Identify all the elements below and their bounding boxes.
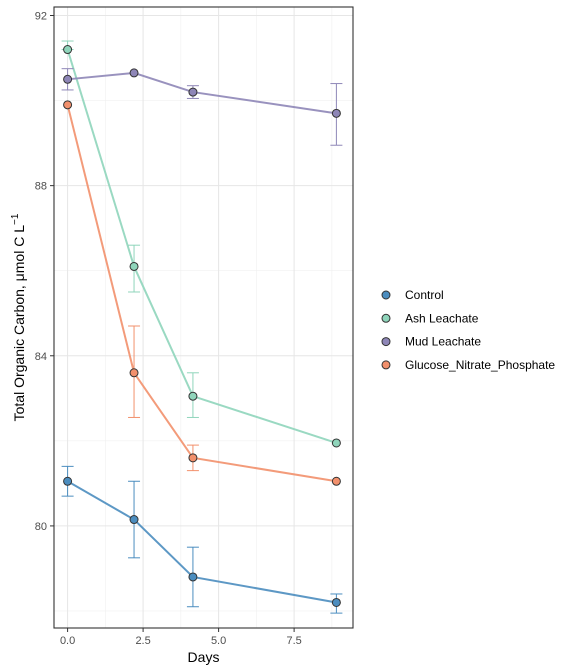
legend: Control Ash Leachate Mud Leachate Glucose_N…: [381, 288, 555, 372]
legend-key: [381, 360, 391, 370]
legend-label: Control: [405, 288, 444, 302]
x-axis-title: Days: [188, 649, 220, 665]
legend-key: [381, 313, 391, 323]
data-point: [331, 597, 341, 607]
data-point: [188, 572, 198, 582]
minor-gridlines: [54, 7, 353, 628]
plot-border: [53, 6, 354, 629]
x-tick-label: 7.5: [286, 635, 301, 647]
y-tick-label: 80: [35, 521, 47, 533]
series-3: [63, 100, 341, 486]
y-tick-label: 84: [35, 351, 47, 363]
legend-label: Glucose_Nitrate_Phosphate: [405, 358, 555, 372]
data-point: [129, 261, 139, 271]
x-tick-label: 0.0: [60, 635, 75, 647]
legend-key: [381, 337, 391, 347]
x-tick-label: 2.5: [135, 635, 150, 647]
data-point: [331, 108, 341, 118]
data-point: [63, 476, 73, 486]
y-axis-title: Total Organic Carbon, μmol C L−1: [10, 213, 27, 421]
data-point: [63, 74, 73, 84]
y-tick-label: 88: [35, 181, 47, 193]
y-axis: 80 84 88 92: [35, 11, 54, 533]
legend-label: Ash Leachate: [405, 311, 479, 325]
data-point: [129, 68, 139, 78]
data-point: [331, 476, 341, 486]
series-line: [67, 480, 337, 604]
series-line: [66, 104, 337, 483]
x-tick-label: 5.0: [211, 635, 226, 647]
series-2: [61, 68, 343, 146]
data-point: [63, 45, 73, 55]
y-axis-title-main: Total Organic Carbon, μmol C L: [11, 225, 27, 422]
series-line: [66, 49, 337, 444]
major-gridlines: [54, 7, 353, 628]
y-tick-label: 92: [35, 11, 47, 23]
data-point: [331, 438, 341, 448]
x-axis: 0.0 2.5 5.0 7.5: [60, 628, 302, 647]
series-line: [67, 71, 337, 115]
data-point: [188, 87, 198, 97]
legend-key: [381, 290, 391, 300]
y-axis-title-superscript: −1: [10, 213, 21, 225]
data-point: [188, 453, 198, 463]
series-layer: [61, 40, 343, 614]
data-point: [63, 100, 73, 110]
series-0: [61, 465, 343, 614]
series-1: [61, 40, 341, 448]
data-point: [188, 391, 198, 401]
data-point: [129, 368, 139, 378]
data-point: [129, 515, 139, 525]
plot-panel: [54, 7, 353, 628]
legend-label: Mud Leachate: [405, 335, 481, 349]
